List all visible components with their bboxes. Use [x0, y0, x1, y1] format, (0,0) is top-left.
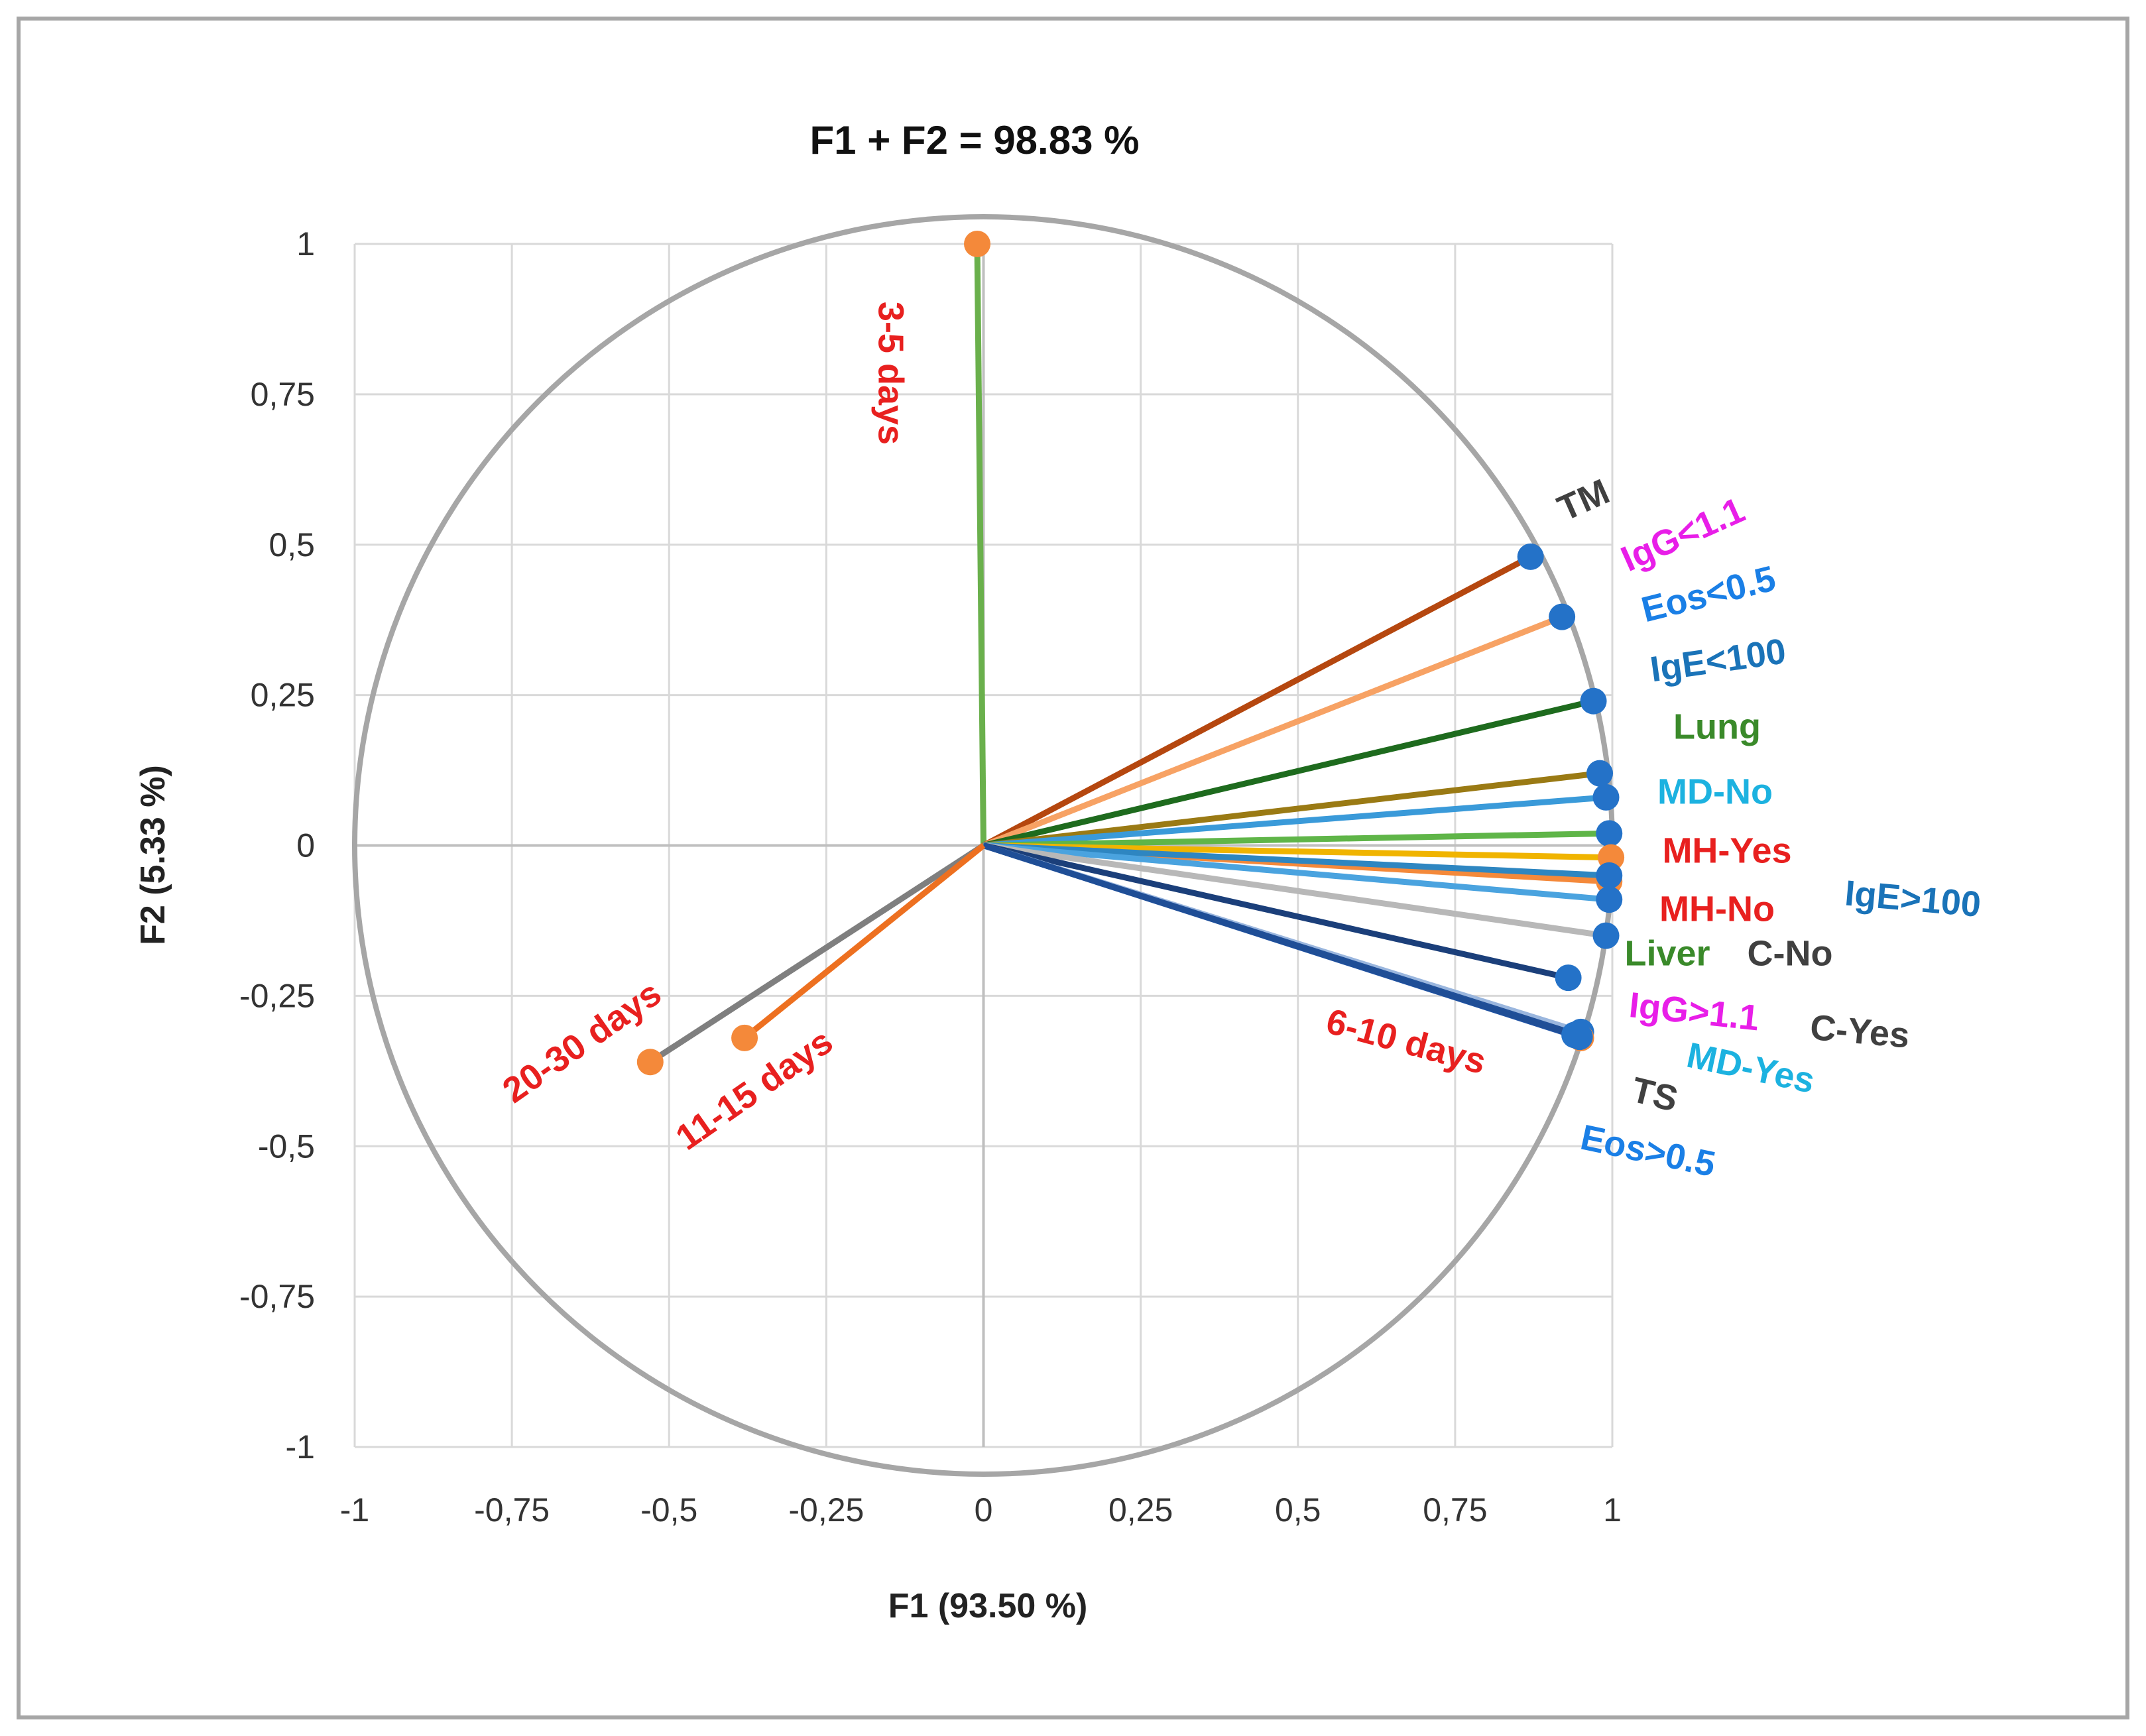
x-tick-label: -0,25	[788, 1491, 864, 1529]
x-axis-title: F1 (93.50 %)	[888, 1587, 1088, 1625]
vector-point-tm	[1517, 543, 1544, 570]
vector-line-eos-0-5	[983, 698, 1594, 848]
vector-point-ige-100	[1596, 862, 1623, 889]
vector-point-igg-1-1	[1555, 964, 1582, 992]
vector-label-c-no: C-No	[1748, 933, 1833, 973]
vector-line-tm	[982, 553, 1532, 848]
vector-label-mh-no: MH-No	[1659, 889, 1775, 929]
y-tick-label: 0,75	[251, 376, 315, 413]
vector-point-20-30-days	[636, 1049, 664, 1076]
vector-label-lung: Lung	[1673, 707, 1761, 746]
vector-line-liver	[983, 842, 1610, 903]
vector-line-eos-0-5	[983, 842, 1581, 1040]
x-tick-label: 0	[975, 1491, 993, 1529]
vector-line-mh-yes	[983, 842, 1612, 861]
vector-label-mh-yes: MH-Yes	[1662, 831, 1791, 870]
vector-line-igg-1-1	[983, 842, 1569, 981]
vector-label-c-yes: C-Yes	[1809, 1008, 1911, 1056]
vector-point-liver	[1596, 886, 1623, 913]
vector-line-ige-100	[983, 842, 1610, 879]
vector-label-3-5-days: 3-5 days	[871, 302, 911, 445]
vector-point-md-no	[1596, 820, 1623, 847]
y-tick-label: -0,25	[239, 977, 315, 1014]
y-tick-labels: 1 0,75 0,5 0,25 0 -0,25 -0,5 -0,75 -1	[239, 225, 315, 1466]
vector-label-liver: Liver	[1624, 933, 1710, 973]
vector-line-lung	[983, 794, 1606, 848]
x-tick-label: 0,5	[1275, 1491, 1321, 1529]
vector-point-eos-0-5	[1566, 1023, 1593, 1051]
vector-point-3-5-days	[964, 231, 991, 257]
vectors	[648, 243, 1612, 1065]
vector-point-lung	[1592, 783, 1620, 811]
vector-line-igg-1-1	[982, 614, 1563, 848]
vector-line-c-no	[983, 842, 1607, 939]
y-tick-label: -0,75	[239, 1278, 315, 1315]
chart-title: F1 + F2 = 98.83 %	[810, 118, 1140, 162]
vector-line-20-30-days	[648, 842, 985, 1065]
x-tick-label: -1	[340, 1491, 369, 1529]
vector-point-c-no	[1592, 922, 1620, 949]
vector-line-11-15-days	[743, 842, 986, 1041]
x-tick-label: 0,75	[1423, 1491, 1487, 1529]
vector-line-ige-100	[983, 770, 1600, 848]
y-tick-label: 0,5	[268, 526, 315, 563]
y-tick-label: 0	[296, 827, 315, 864]
markers	[636, 231, 1625, 1076]
y-tick-label: -0,5	[258, 1128, 315, 1165]
y-tick-label: 1	[296, 225, 315, 262]
x-tick-label: 1	[1603, 1491, 1622, 1529]
vector-point-eos-0-5	[1580, 687, 1607, 715]
x-tick-label: -0,5	[640, 1491, 697, 1529]
y-axis-title: F2 (5.33 %)	[134, 765, 172, 945]
vector-label-md-no: MD-No	[1657, 772, 1773, 811]
x-tick-label: 0,25	[1108, 1491, 1173, 1529]
vector-point-ige-100	[1586, 760, 1614, 787]
vector-point-11-15-days	[731, 1024, 758, 1051]
y-tick-label: -1	[286, 1428, 315, 1466]
vector-line-3-5-days	[974, 243, 986, 846]
y-tick-label: 0,25	[251, 677, 315, 714]
vector-point-igg-1-1	[1549, 603, 1576, 630]
x-tick-label: -0,75	[474, 1491, 550, 1529]
x-tick-labels: -1 -0,75 -0,5 -0,25 0 0,25 0,5 0,75 1	[340, 1491, 1622, 1529]
vector-line-md-no	[983, 830, 1610, 848]
